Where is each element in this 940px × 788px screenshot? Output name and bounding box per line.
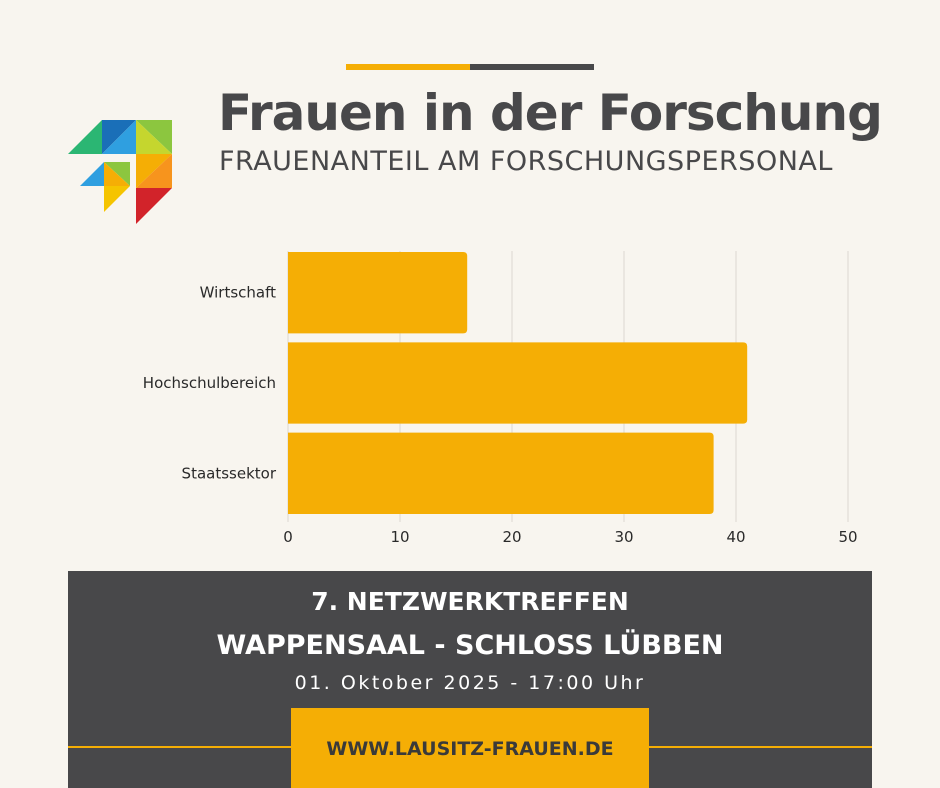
bar <box>288 252 468 334</box>
x-tick-label: 20 <box>502 528 521 546</box>
bar <box>288 342 748 424</box>
x-tick-label: 30 <box>614 528 633 546</box>
divider-left <box>68 746 291 748</box>
colorful-triangle-mosaic-logo <box>68 120 172 224</box>
website-link-box[interactable]: WWW.LAUSITZ-FRAUEN.DE <box>291 708 649 788</box>
top-bar-yellow-segment <box>346 64 470 70</box>
x-tick-label: 0 <box>283 528 293 546</box>
event-location: WAPPENSAAL - SCHLOSS LÜBBEN <box>216 630 724 661</box>
x-tick-label: 40 <box>726 528 745 546</box>
x-tick-label: 10 <box>390 528 409 546</box>
event-date: 01. Oktober 2025 - 17:00 Uhr <box>294 672 646 694</box>
page-title: Frauen in der Forschung <box>218 84 883 142</box>
category-label: Staatssektor <box>182 464 277 482</box>
category-label: Hochschulbereich <box>143 374 276 392</box>
website-link[interactable]: WWW.LAUSITZ-FRAUEN.DE <box>326 738 614 760</box>
bar <box>288 432 714 514</box>
decorative-top-bar <box>346 64 594 70</box>
page-subtitle: FRAUENANTEIL AM FORSCHUNGSPERSONAL <box>219 146 833 177</box>
category-label: Wirtschaft <box>200 284 276 302</box>
top-bar-grey-segment <box>470 64 594 70</box>
x-tick-label: 50 <box>838 528 857 546</box>
event-title: 7. NETZWERKTREFFEN <box>311 587 629 616</box>
event-panel: 7. NETZWERKTREFFEN WAPPENSAAL - SCHLOSS … <box>68 571 872 788</box>
divider-right <box>649 746 872 748</box>
bar-chart: 0 10 20 30 40 50 Wirtschaft Hochschulbereich Sta… <box>143 251 858 546</box>
